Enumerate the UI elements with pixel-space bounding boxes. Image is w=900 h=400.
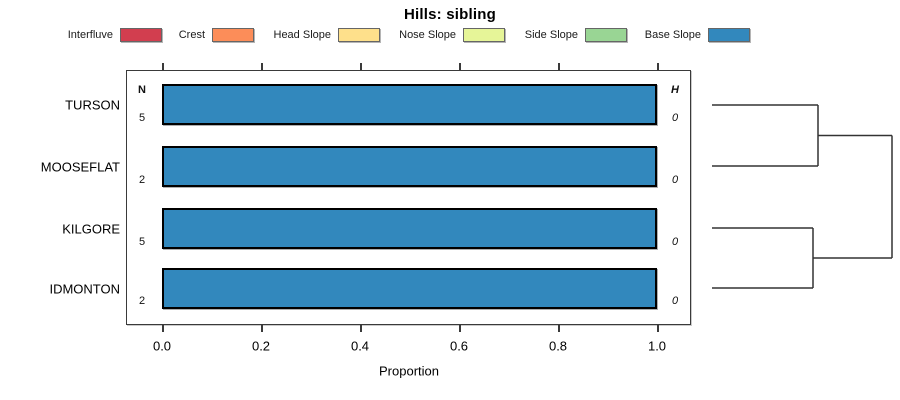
n-value: 2 — [138, 295, 146, 307]
bar-idmonton-base-slope — [162, 268, 657, 309]
h-value: 0 — [671, 112, 679, 124]
x-tick-bottom — [261, 325, 263, 332]
legend-item-side-slope: Side Slope — [525, 28, 627, 42]
x-tick-label: 0.2 — [251, 338, 271, 354]
x-tick-top — [261, 63, 263, 70]
x-axis-label: Proportion — [379, 363, 439, 379]
x-tick-top — [657, 63, 659, 70]
col-header-n: N — [138, 84, 146, 96]
n-value: 2 — [138, 174, 146, 186]
n-value: 5 — [138, 112, 146, 124]
x-tick-bottom — [162, 325, 164, 332]
n-value: 5 — [138, 236, 146, 248]
legend-label: Head Slope — [273, 29, 332, 41]
col-header-h: H — [671, 84, 679, 96]
h-value: 0 — [671, 295, 679, 307]
x-tick-top — [459, 63, 461, 70]
x-tick-label: 0.0 — [152, 338, 172, 354]
legend-swatch — [585, 28, 627, 42]
chart-title: Hills: sibling — [404, 6, 496, 23]
x-tick-top — [558, 63, 560, 70]
legend-swatch — [212, 28, 254, 42]
x-tick-bottom — [360, 325, 362, 332]
bar-turson-base-slope — [162, 84, 657, 125]
legend-label: Side Slope — [524, 29, 578, 41]
legend-label: Nose Slope — [399, 29, 456, 41]
x-tick-bottom — [657, 325, 659, 332]
legend-swatch — [338, 28, 380, 42]
legend-label: Crest — [178, 29, 205, 41]
x-tick-label: 1.0 — [647, 338, 667, 354]
x-tick-label: 0.8 — [548, 338, 568, 354]
y-label-turson: TURSON — [65, 97, 120, 112]
legend-swatch — [708, 28, 750, 42]
legend-label: Base Slope — [644, 29, 701, 41]
h-value: 0 — [671, 174, 679, 186]
legend-item-base-slope: Base Slope — [645, 28, 750, 42]
legend-item-head-slope: Head Slope — [274, 28, 380, 42]
x-tick-top — [360, 63, 362, 70]
bar-kilgore-base-slope — [162, 208, 657, 249]
x-tick-bottom — [558, 325, 560, 332]
legend-label: Interfluve — [67, 29, 113, 41]
h-value: 0 — [671, 236, 679, 248]
plot-area — [126, 70, 691, 325]
legend-swatch — [120, 28, 162, 42]
bar-mooseflat-base-slope — [162, 146, 657, 187]
y-label-mooseflat: MOOSEFLAT — [40, 159, 120, 174]
y-label-idmonton: IDMONTON — [49, 281, 120, 296]
x-tick-label: 0.6 — [449, 338, 469, 354]
legend-item-crest: Crest — [179, 28, 254, 42]
x-tick-top — [162, 63, 164, 70]
legend-item-interfluve: Interfluve — [68, 28, 162, 42]
x-tick-label: 0.4 — [350, 338, 370, 354]
legend-swatch — [463, 28, 505, 42]
x-tick-bottom — [459, 325, 461, 332]
legend-item-nose-slope: Nose Slope — [399, 28, 505, 42]
y-label-kilgore: KILGORE — [62, 221, 120, 236]
